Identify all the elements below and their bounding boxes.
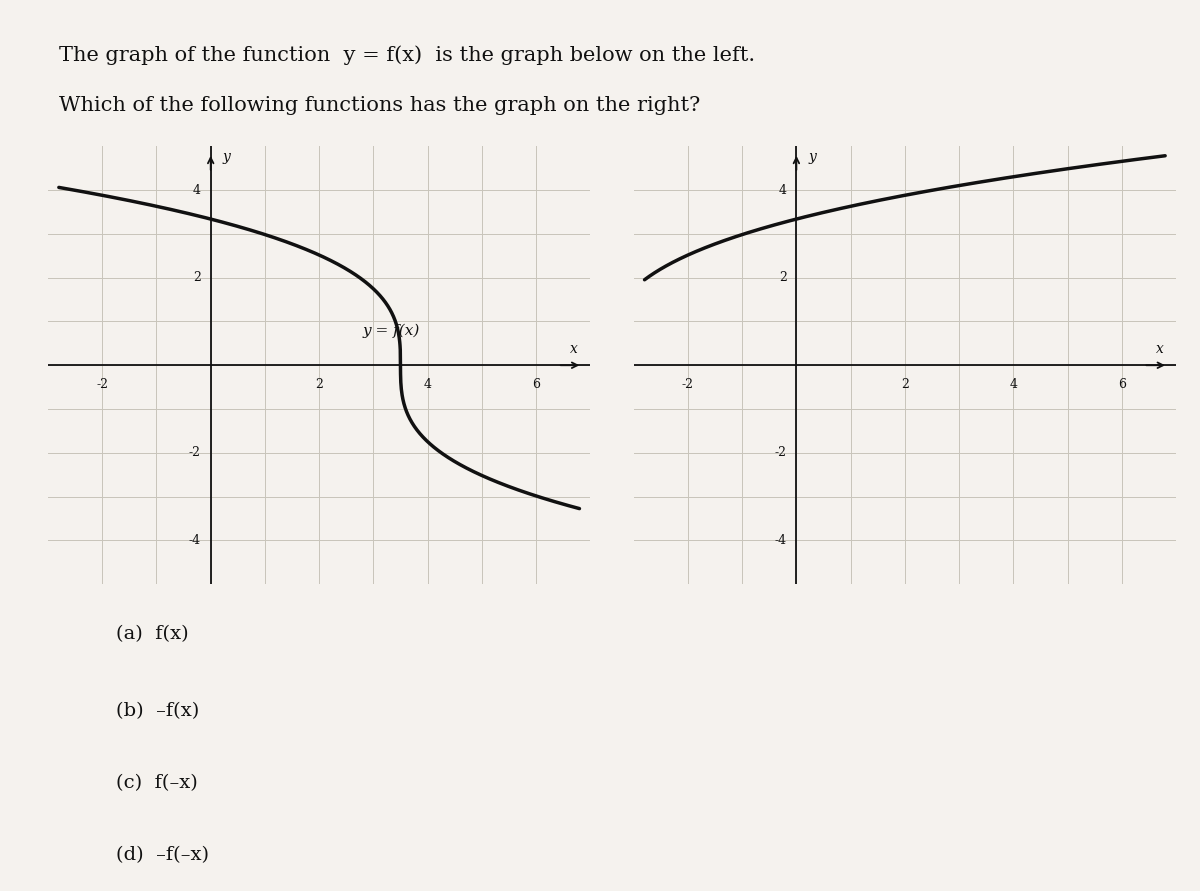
Text: (c)  f(–x): (c) f(–x) [115, 774, 198, 792]
Text: y: y [809, 151, 816, 164]
Text: 4: 4 [1009, 378, 1018, 390]
Text: 4: 4 [193, 184, 200, 197]
Text: 2: 2 [316, 378, 323, 390]
Text: (b)  –f(x): (b) –f(x) [115, 702, 199, 720]
Text: -2: -2 [188, 446, 200, 459]
Text: -2: -2 [96, 378, 108, 390]
Text: -4: -4 [188, 534, 200, 547]
Text: 2: 2 [779, 271, 787, 284]
Text: (a)  f(x): (a) f(x) [115, 625, 188, 643]
Text: y: y [223, 151, 230, 164]
Text: The graph of the function  y = f(x)  is the graph below on the left.: The graph of the function y = f(x) is th… [59, 45, 756, 65]
Text: (d)  –f(–x): (d) –f(–x) [115, 846, 209, 863]
Text: 6: 6 [532, 378, 540, 390]
Text: y = f(x): y = f(x) [362, 323, 420, 338]
Text: 6: 6 [1117, 378, 1126, 390]
Text: 2: 2 [193, 271, 200, 284]
Text: Which of the following functions has the graph on the right?: Which of the following functions has the… [59, 96, 701, 115]
Text: 2: 2 [901, 378, 908, 390]
Text: 4: 4 [779, 184, 787, 197]
Text: x: x [570, 341, 578, 356]
Text: -2: -2 [775, 446, 787, 459]
Text: -4: -4 [774, 534, 787, 547]
Text: 4: 4 [424, 378, 432, 390]
Text: x: x [1156, 341, 1164, 356]
Text: -2: -2 [682, 378, 694, 390]
